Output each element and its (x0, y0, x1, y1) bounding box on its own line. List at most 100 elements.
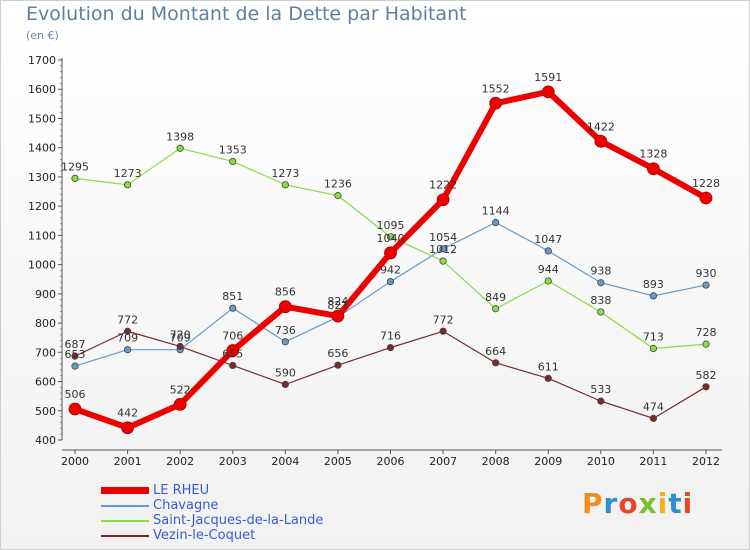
logo-letter: t (668, 487, 683, 520)
y-tick-label: 1100 (28, 229, 56, 242)
legend-label: LE RHEU (153, 483, 210, 498)
data-label-saint-jacques-de-la-lande: 1273 (114, 167, 142, 180)
y-tick-label: 400 (35, 434, 56, 447)
y-tick-label: 1000 (28, 259, 56, 272)
data-label-vezin-le-coquet: 533 (590, 383, 611, 396)
data-point-vezin-le-coquet (176, 342, 184, 351)
y-tick-label: 600 (35, 376, 56, 389)
x-tick-label: 2001 (114, 455, 142, 468)
data-label-chavagne: 736 (275, 324, 296, 337)
data-label-le-rheu: 1591 (534, 71, 562, 84)
data-label-chavagne: 821 (327, 299, 348, 312)
legend-label: Chavagne (153, 498, 219, 513)
data-label-le-rheu: 442 (117, 407, 138, 420)
data-point-le-rheu (594, 134, 608, 148)
data-point-vezin-le-coquet (123, 327, 132, 335)
data-label-chavagne: 1054 (429, 231, 457, 244)
data-point-chavagne (123, 346, 132, 354)
y-tick-label: 1500 (28, 112, 56, 125)
data-point-saint-jacques-de-la-lande (439, 257, 447, 265)
x-tick-label: 2000 (61, 455, 89, 468)
data-point-saint-jacques-de-la-lande (597, 308, 605, 316)
data-point-le-rheu (489, 96, 503, 110)
data-point-le-rheu (699, 191, 713, 205)
data-label-le-rheu: 1222 (429, 179, 457, 192)
data-point-vezin-le-coquet (492, 359, 500, 367)
legend-swatch (101, 487, 149, 494)
data-point-saint-jacques-de-la-lande (492, 305, 500, 313)
data-label-le-rheu: 824 (327, 295, 348, 308)
data-point-saint-jacques-de-la-lande (229, 157, 237, 166)
x-tick-label: 2003 (219, 455, 247, 468)
y-tick-label: 1700 (28, 54, 56, 67)
legend-swatch (101, 505, 149, 507)
data-label-vezin-le-coquet: 474 (643, 400, 664, 413)
data-point-chavagne (281, 338, 289, 346)
data-point-saint-jacques-de-la-lande (281, 181, 289, 189)
data-label-chavagne: 709 (117, 332, 138, 345)
data-point-saint-jacques-de-la-lande (334, 192, 342, 200)
data-label-le-rheu: 856 (275, 286, 296, 299)
data-label-chavagne: 653 (65, 348, 86, 361)
data-point-saint-jacques-de-la-lande (702, 340, 710, 348)
proxiti-logo: Proxiti (582, 487, 693, 520)
logo-letter: i (682, 487, 694, 520)
data-label-saint-jacques-de-la-lande: 1095 (377, 219, 405, 232)
x-tick-label: 2007 (429, 455, 457, 468)
data-point-chavagne (597, 279, 605, 287)
data-point-le-rheu (541, 85, 555, 99)
data-point-chavagne (492, 218, 500, 227)
y-tick-label: 1600 (28, 83, 56, 96)
data-label-saint-jacques-de-la-lande: 1236 (324, 178, 352, 191)
data-label-chavagne: 1144 (482, 205, 510, 218)
data-point-vezin-le-coquet (597, 397, 605, 405)
data-label-vezin-le-coquet: 772 (117, 313, 138, 326)
x-tick-label: 2006 (377, 455, 405, 468)
data-label-le-rheu: 1040 (377, 232, 405, 245)
data-label-saint-jacques-de-la-lande: 1273 (271, 167, 299, 180)
data-point-saint-jacques-de-la-lande (544, 277, 552, 285)
data-label-saint-jacques-de-la-lande: 849 (485, 291, 506, 304)
data-label-saint-jacques-de-la-lande: 728 (696, 326, 717, 339)
data-label-vezin-le-coquet: 716 (380, 330, 401, 343)
data-label-chavagne: 930 (696, 267, 717, 280)
data-point-vezin-le-coquet (439, 327, 447, 335)
data-label-saint-jacques-de-la-lande: 1353 (219, 143, 247, 156)
x-tick-label: 2010 (587, 455, 615, 468)
data-label-chavagne: 851 (222, 290, 243, 303)
data-label-vezin-le-coquet: 720 (170, 328, 191, 341)
data-label-saint-jacques-de-la-lande: 944 (538, 263, 559, 276)
data-point-le-rheu (226, 344, 240, 357)
data-point-saint-jacques-de-la-lande (71, 174, 79, 182)
data-label-saint-jacques-de-la-lande: 1012 (429, 243, 457, 256)
data-label-le-rheu: 522 (170, 383, 191, 396)
data-point-saint-jacques-de-la-lande (123, 181, 132, 189)
data-label-vezin-le-coquet: 655 (222, 347, 243, 360)
y-tick-label: 1200 (28, 200, 56, 213)
data-point-chavagne (71, 362, 79, 370)
data-label-le-rheu: 1422 (587, 120, 615, 133)
data-point-vezin-le-coquet (386, 344, 395, 352)
data-label-vezin-le-coquet: 664 (485, 345, 506, 358)
data-point-saint-jacques-de-la-lande (176, 144, 184, 152)
data-label-vezin-le-coquet: 611 (538, 360, 559, 373)
data-label-le-rheu: 1328 (639, 148, 667, 161)
legend-swatch (101, 520, 149, 522)
data-point-le-rheu (121, 421, 134, 435)
x-tick-label: 2011 (639, 455, 667, 468)
data-point-le-rheu (173, 397, 187, 411)
data-label-saint-jacques-de-la-lande: 838 (590, 294, 611, 307)
data-label-le-rheu: 1228 (692, 177, 720, 190)
logo-letter: x (638, 487, 658, 520)
data-point-saint-jacques-de-la-lande (649, 344, 658, 353)
data-label-vezin-le-coquet: 582 (696, 369, 717, 382)
chart-subtitle: (en €) (26, 29, 59, 42)
data-point-vezin-le-coquet (544, 374, 552, 382)
data-label-chavagne: 893 (643, 278, 664, 291)
data-point-le-rheu (331, 309, 345, 323)
logo-letter: o (618, 487, 639, 520)
data-label-saint-jacques-de-la-lande: 1398 (166, 130, 194, 143)
data-point-chavagne (386, 277, 395, 286)
data-point-vezin-le-coquet (702, 383, 710, 391)
data-label-le-rheu: 706 (222, 330, 243, 343)
